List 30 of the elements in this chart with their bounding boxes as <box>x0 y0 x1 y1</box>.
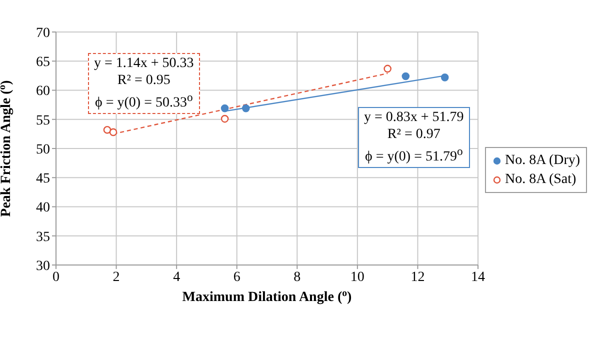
y-tick-label: 40 <box>36 200 50 216</box>
x-tick-label: 8 <box>294 270 301 285</box>
legend-label: No. 8A (Sat) <box>505 171 576 189</box>
point <box>103 126 112 134</box>
x-tick-label: 4 <box>173 270 180 285</box>
y-tick-label: 50 <box>36 142 50 158</box>
legend-label: No. 8A (Dry) <box>505 152 580 170</box>
point <box>242 104 250 112</box>
x-axis-title: Maximum Dilation Angle ($^{o}$) <box>182 288 352 305</box>
annotation: y = 0.83x + 51.79 R² = 0.97 ϕ = y(0) = 51.79$^{o}$ <box>358 107 470 168</box>
x-tick-label: 14 <box>471 270 485 285</box>
x-tick-label: 10 <box>350 270 364 285</box>
y-tick-label: 60 <box>36 84 50 100</box>
annotation: y = 1.14x + 50.33 R² = 0.95 ϕ = y(0) = 50.33$^{o}$ <box>88 53 200 114</box>
y-tick-label: 35 <box>36 230 50 245</box>
point <box>220 114 229 123</box>
point <box>402 72 410 80</box>
point <box>440 74 449 82</box>
x-tick-label: 12 <box>410 270 425 285</box>
point <box>220 104 229 112</box>
y-tick-label: 30 <box>36 258 50 274</box>
y-tick-label: 55 <box>36 113 50 128</box>
y-tick-label: 65 <box>36 55 50 70</box>
y-tick-label: 45 <box>36 172 50 187</box>
x-tick-label: 6 <box>233 270 240 285</box>
point <box>384 64 392 73</box>
x-tick-label: 2 <box>112 270 120 285</box>
x-tick-label: 0 <box>52 270 60 285</box>
point <box>109 128 118 136</box>
y-tick-label: 70 <box>36 26 50 41</box>
